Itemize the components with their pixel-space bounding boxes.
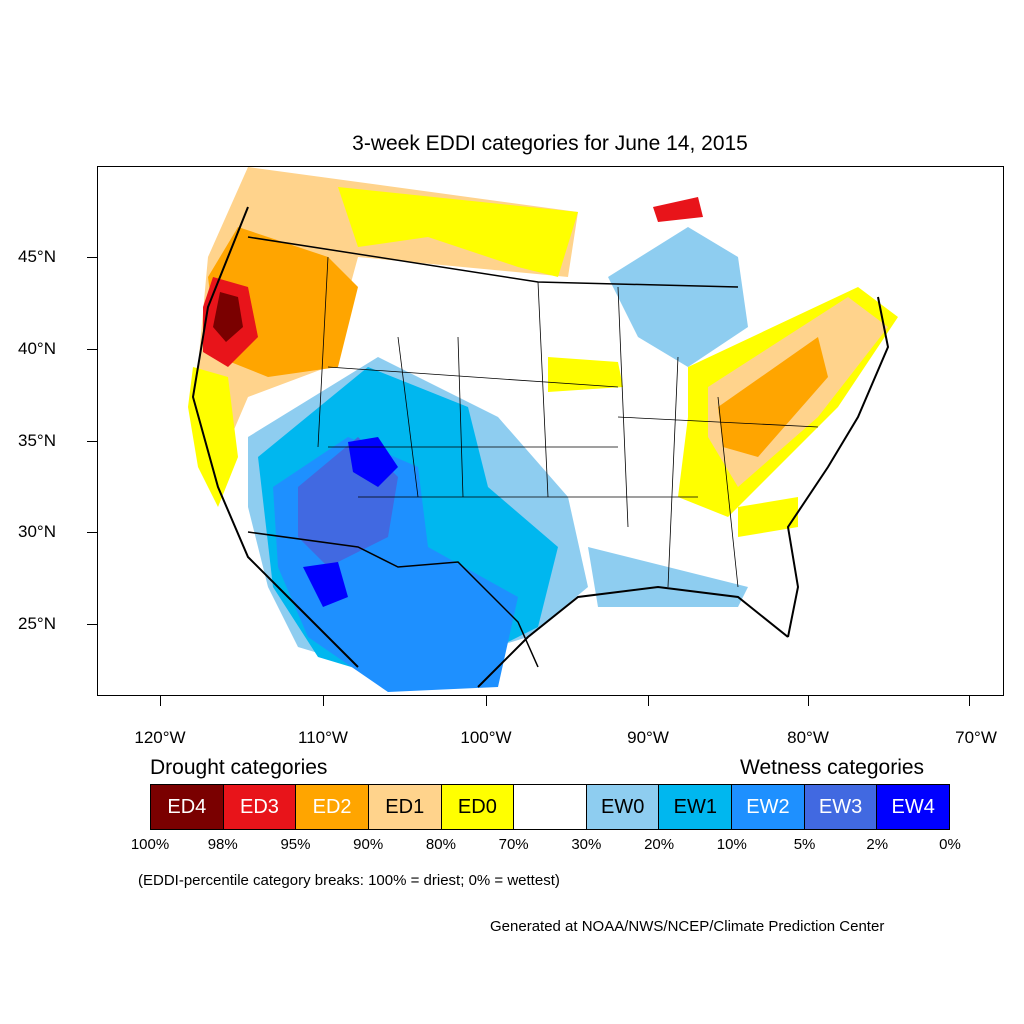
legend-cell-ed1: ED1 (368, 785, 442, 829)
lon-label-110: 110°W (298, 728, 348, 747)
lon-label-80: 80°W (787, 728, 829, 747)
legend-break-label: 95% (280, 836, 311, 853)
legend-break-label: 5% (793, 836, 816, 853)
lon-tick-120 (160, 696, 161, 706)
lat-label-35: 35°N (18, 431, 56, 450)
lat-tick-25 (87, 624, 97, 625)
region-ed0-southeast (738, 497, 798, 537)
legend-break-label: 10% (716, 836, 747, 853)
region-ed2-east (718, 337, 828, 457)
region-ew4-sonora (303, 562, 348, 607)
map-panel (97, 166, 1004, 696)
lon-tick-80 (808, 696, 809, 706)
lat-tick-30 (87, 532, 97, 533)
legend-break-label: 90% (353, 836, 384, 853)
legend-cell-neutral (514, 785, 587, 829)
legend-cell-ew2: EW2 (732, 785, 805, 829)
wetness-heading: Wetness categories (740, 756, 925, 779)
lon-tick-110 (323, 696, 324, 706)
state-lines (317, 256, 819, 588)
drought-heading: Drought categories (150, 756, 328, 779)
legend-cell-ew3: EW3 (804, 785, 878, 829)
legend-break-label: 0% (939, 836, 961, 853)
border-mexico (247, 531, 539, 668)
legend-break-label: 98% (207, 836, 238, 853)
lon-label-120: 120°W (134, 728, 186, 747)
legend-break-label: 30% (571, 836, 602, 853)
legend-break-label: 100% (130, 836, 170, 853)
lon-tick-70 (969, 696, 970, 706)
lat-tick-35 (87, 441, 97, 442)
region-ed0-north (338, 187, 578, 277)
legend-cell-ew1: EW1 (659, 785, 733, 829)
region-ed4-oregon (213, 292, 243, 342)
region-ew0-greatlakes (608, 227, 748, 367)
legend-cell-ew0: EW0 (586, 785, 660, 829)
legend-cell-ed4: ED4 (151, 785, 224, 829)
legend-cell-ed0: ED0 (441, 785, 515, 829)
region-ed3-quebec (653, 197, 703, 222)
legend-break-label: 2% (866, 836, 889, 853)
legend-cell-ed2: ED2 (296, 785, 369, 829)
region-ew0-gulf (588, 547, 748, 607)
lon-tick-100 (486, 696, 487, 706)
region-ew4-fourcorners (348, 437, 398, 487)
lon-label-90: 90°W (627, 728, 669, 747)
map-title: 3-week EDDI categories for June 14, 2015 (352, 132, 748, 155)
lat-tick-40 (87, 349, 97, 350)
legend-break-label: 70% (498, 836, 529, 853)
legend-break-label: 20% (644, 836, 675, 853)
eddi-map (188, 167, 898, 692)
legend-cell-ew4: EW4 (877, 785, 950, 829)
coastline (191, 206, 890, 688)
legend-colorbar: ED4 ED3 ED2 ED1 ED0 EW0 EW1 EW2 EW3 EW4 (150, 784, 950, 830)
lat-label-30: 30°N (18, 522, 56, 541)
region-ed0-california (188, 367, 238, 507)
lat-tick-45 (87, 257, 97, 258)
lat-label-40: 40°N (18, 339, 56, 358)
category-note: (EDDI-percentile category breaks: 100% =… (138, 872, 560, 889)
credit-line: Generated at NOAA/NWS/NCEP/Climate Predi… (490, 918, 885, 935)
legend-cell-ed3: ED3 (223, 785, 297, 829)
legend-break-label: 80% (425, 836, 456, 853)
lat-label-25: 25°N (18, 614, 56, 633)
lon-label-100: 100°W (460, 728, 512, 747)
lon-label-70: 70°W (955, 728, 997, 747)
lon-tick-90 (648, 696, 649, 706)
lat-label-45: 45°N (18, 247, 56, 266)
